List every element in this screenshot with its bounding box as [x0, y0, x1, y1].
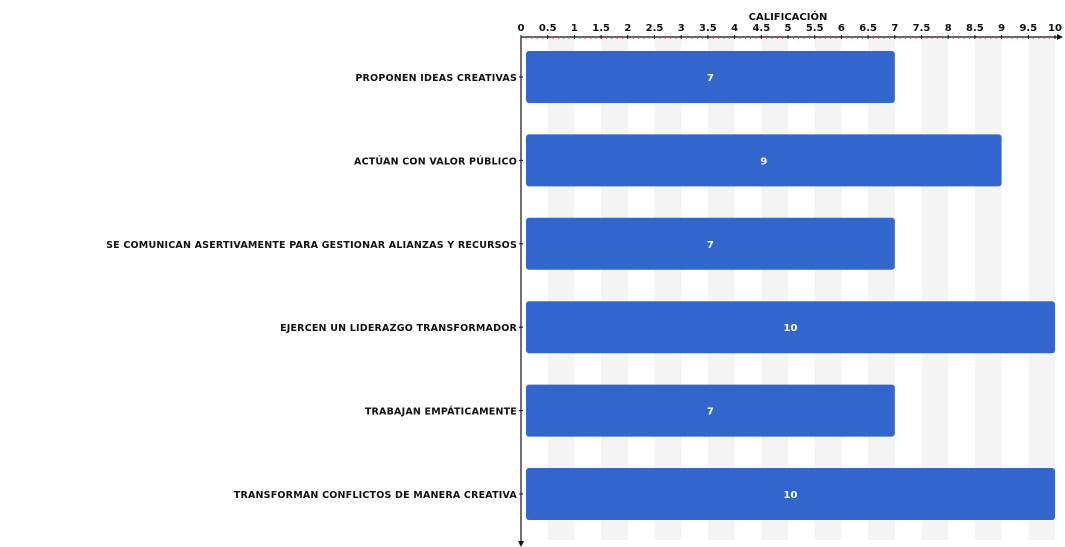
x-axis-ticks: [520, 35, 1056, 39]
x-tick-label: 1: [571, 23, 578, 34]
x-axis-tick-labels: 0 0.5 1 1.5 2 2.5 3 3.5 4 4.5 5 5.5 6 6.5 7 7.5 8 8.5 9 9.5…: [518, 23, 1062, 34]
x-tick-label: 7: [891, 23, 898, 34]
grid-band: [601, 37, 628, 540]
category-label: TRABAJAN EMPÁTICAMENTE: [365, 406, 517, 418]
category-label: EJERCEN UN LIDERAZGO TRANSFORMADOR: [280, 323, 517, 334]
grid-band: [974, 37, 1002, 540]
grid-band: [868, 37, 895, 540]
x-tick-label: 6.5: [859, 23, 877, 34]
grid-band: [654, 37, 682, 540]
x-tick-label: 6: [838, 23, 845, 34]
bar: [526, 134, 1002, 187]
x-tick-label: 5.5: [806, 23, 824, 34]
bar-data-labels: 7 9 7 10 7 10: [707, 73, 798, 501]
grid-band: [761, 37, 788, 540]
category-label: SE COMUNICAN ASERTIVAMENTE PARA GESTIONA…: [106, 240, 517, 251]
bar-data-label: 10: [784, 323, 798, 334]
bar-data-label: 10: [784, 490, 798, 501]
grid-bands: [547, 37, 1055, 540]
grid-band: [547, 37, 575, 540]
x-tick-label: 0: [518, 23, 525, 34]
x-tick-label: 2: [624, 23, 631, 34]
bar-data-label: 9: [760, 156, 767, 167]
category-label: PROPONEN IDEAS CREATIVAS: [355, 73, 517, 84]
bar: [526, 468, 1055, 520]
x-axis-title: CALIFICACIÓN: [749, 10, 828, 23]
grid-band: [921, 37, 949, 540]
grid-band: [814, 37, 842, 540]
axes: [518, 34, 1063, 547]
bar-data-label: 7: [707, 240, 714, 251]
x-tick-label: 8: [945, 23, 952, 34]
x-tick-label: 9.5: [1019, 23, 1037, 34]
x-tick-label: 4.5: [752, 23, 770, 34]
x-tick-label: 8.5: [966, 23, 984, 34]
x-tick-label: 4: [731, 23, 738, 34]
bar: [526, 384, 895, 437]
x-tick-label: 3.5: [699, 23, 717, 34]
bar-data-label: 7: [707, 73, 714, 84]
bars: [526, 51, 1055, 520]
category-label: TRANSFORMAN CONFLICTOS DE MANERA CREATIV…: [234, 490, 518, 501]
x-tick-label: 1.5: [592, 23, 610, 34]
grid-band: [1028, 37, 1055, 540]
x-tick-label: 3: [678, 23, 685, 34]
y-axis-arrow: [518, 541, 524, 547]
y-axis-category-labels: PROPONEN IDEAS CREATIVAS ACTÚAN CON VALOR…: [106, 73, 517, 501]
grid-band: [707, 37, 735, 540]
bar-data-label: 7: [707, 407, 714, 418]
x-tick-label: 2.5: [646, 23, 664, 34]
category-label: ACTÚAN CON VALOR PÚBLICO: [354, 155, 517, 167]
bar: [526, 301, 1055, 354]
x-tick-label: 0.5: [539, 23, 557, 34]
x-tick-label: 7.5: [913, 23, 931, 34]
bar: [526, 217, 895, 270]
bar: [526, 51, 895, 103]
x-axis-arrow: [1057, 34, 1063, 40]
x-tick-label: 10: [1048, 23, 1062, 34]
x-tick-label: 5: [785, 23, 792, 34]
x-tick-label: 9: [998, 23, 1005, 34]
